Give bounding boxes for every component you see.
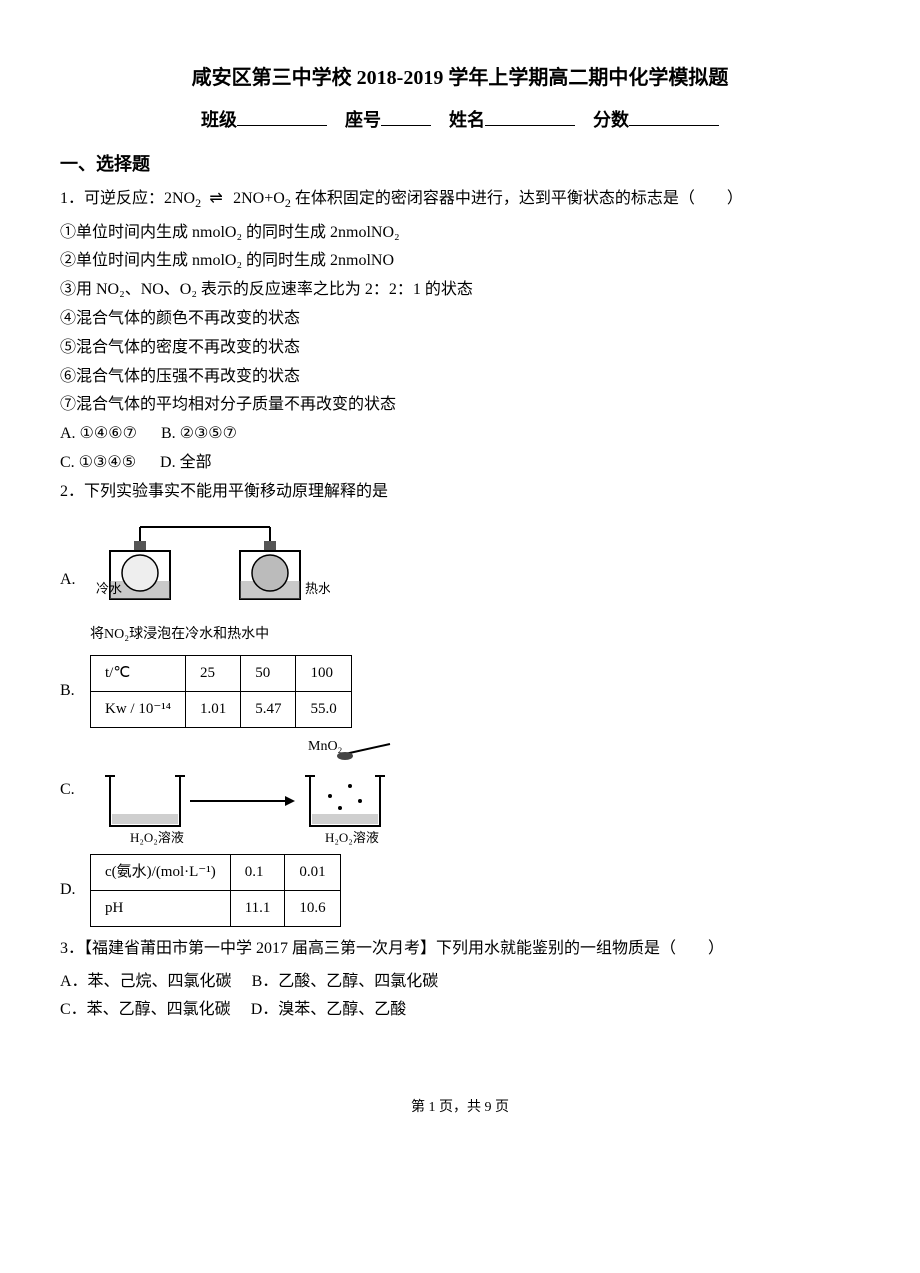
q3-option-b[interactable]: B．乙酸、乙醇、四氯化碳 <box>252 973 439 990</box>
q2-figure-c: MnO₂ H₂O₂溶液 H₂O₂溶液 <box>90 736 410 846</box>
q2-label-a: A. <box>60 566 90 595</box>
q3-option-c[interactable]: C．苯、乙醇、四氯化碳 <box>60 1001 231 1018</box>
q2-choice-c[interactable]: C. MnO₂ H₂O₂溶液 H₂O₂溶液 <box>60 736 860 846</box>
q1-item-1: ①单位时间内生成 nmolO₂ 的同时生成 2nmolNO₂ <box>60 219 860 248</box>
flask-apparatus-icon: 冷水 热水 <box>90 515 330 620</box>
q1-option-d[interactable]: D. 全部 <box>160 454 212 471</box>
q1-item-3: ③用 NO₂、NO、O₂ 表示的反应速率之比为 2：2：1 的状态 <box>60 276 860 305</box>
q1-item-7: ⑦混合气体的平均相对分子质量不再改变的状态 <box>60 391 860 420</box>
question-3: 3．【福建省莆田市第一中学 2017 届高三第一次月考】下列用水就能鉴别的一组物… <box>60 935 860 964</box>
q1-option-b[interactable]: B. ②③⑤⑦ <box>161 425 237 442</box>
seat-label: 座号 <box>345 110 381 130</box>
td-h2: pH <box>91 890 231 926</box>
q1-item-5: ⑤混合气体的密度不再改变的状态 <box>60 334 860 363</box>
score-blank[interactable] <box>629 104 719 126</box>
q1-options-row1: A. ①④⑥⑦ B. ②③⑤⑦ <box>60 420 860 449</box>
name-label: 姓名 <box>449 110 485 130</box>
q1-stem-post: 在体积固定的密闭容器中进行，达到平衡状态的标志是（ ） <box>291 190 743 207</box>
q2-figure-a: 冷水 热水 将NO₂球浸泡在冷水和热水中 <box>90 515 330 647</box>
q2-label-b: B. <box>60 677 90 706</box>
question-1: 1．可逆反应：2NO2 2NO+O2 在体积固定的密闭容器中进行，达到平衡状态的… <box>60 185 860 215</box>
q2-label-d: D. <box>60 876 90 905</box>
tb-v1: 1.01 <box>185 691 240 727</box>
tb-h4: 100 <box>296 655 351 691</box>
svg-text:MnO₂: MnO₂ <box>308 739 343 754</box>
equilibrium-icon <box>201 185 229 214</box>
q2-caption-a: 将NO₂球浸泡在冷水和热水中 <box>90 622 330 647</box>
q1-item-4: ④混合气体的颜色不再改变的状态 <box>60 305 860 334</box>
svg-text:H₂O₂溶液: H₂O₂溶液 <box>325 830 379 845</box>
q1-option-c[interactable]: C. ①③④⑤ <box>60 454 136 471</box>
tb-h3: 50 <box>241 655 296 691</box>
q1-options-row2: C. ①③④⑤ D. 全部 <box>60 449 860 478</box>
q3-options-row1: A．苯、己烷、四氯化碳 B．乙酸、乙醇、四氯化碳 <box>60 968 860 997</box>
td-v1: 0.1 <box>230 854 285 890</box>
form-row: 班级 座号 姓名 分数 <box>60 104 860 136</box>
class-blank[interactable] <box>237 104 327 126</box>
q1-stem-pre: 1．可逆反应：2NO <box>60 190 195 207</box>
q2-choice-b[interactable]: B. t/℃ 25 50 100 Kw / 10⁻¹⁴ 1.01 5.47 55… <box>60 655 860 728</box>
td-p2: 10.6 <box>285 890 340 926</box>
question-2: 2．下列实验事实不能用平衡移动原理解释的是 <box>60 478 860 507</box>
page-title: 咸安区第三中学校 2018-2019 学年上学期高二期中化学模拟题 <box>60 60 860 96</box>
q2-label-c: C. <box>60 776 90 805</box>
score-label: 分数 <box>593 110 629 130</box>
q3-option-d[interactable]: D．溴苯、乙醇、乙酸 <box>251 1001 407 1018</box>
page-footer: 第 1 页，共 9 页 <box>60 1095 860 1120</box>
tb-h2: 25 <box>185 655 240 691</box>
q2-table-b: t/℃ 25 50 100 Kw / 10⁻¹⁴ 1.01 5.47 55.0 <box>90 655 352 728</box>
q1-item-2: ②单位时间内生成 nmolO₂ 的同时生成 2nmolNO <box>60 247 860 276</box>
q3-options-row2: C．苯、乙醇、四氯化碳 D．溴苯、乙醇、乙酸 <box>60 996 860 1025</box>
svg-text:冷水: 冷水 <box>96 581 122 596</box>
q2-choice-a[interactable]: A. 冷水 热水 将NO₂球浸泡在冷水和热水中 <box>60 515 860 647</box>
q1-option-a[interactable]: A. ①④⑥⑦ <box>60 425 137 442</box>
tb-h1: t/℃ <box>91 655 186 691</box>
seat-blank[interactable] <box>381 104 431 126</box>
beaker-reaction-icon: MnO₂ H₂O₂溶液 H₂O₂溶液 <box>90 736 410 846</box>
q2-choice-d[interactable]: D. c(氨水)/(mol·L⁻¹) 0.1 0.01 pH 11.1 10.6 <box>60 854 860 927</box>
td-p1: 11.1 <box>230 890 285 926</box>
name-blank[interactable] <box>485 104 575 126</box>
class-label: 班级 <box>201 110 237 130</box>
tb-r1: Kw / 10⁻¹⁴ <box>91 691 186 727</box>
q3-option-a[interactable]: A．苯、己烷、四氯化碳 <box>60 973 232 990</box>
q2-table-d: c(氨水)/(mol·L⁻¹) 0.1 0.01 pH 11.1 10.6 <box>90 854 341 927</box>
q1-stem-mid: 2NO+O <box>229 190 285 207</box>
tb-v3: 55.0 <box>296 691 351 727</box>
svg-text:H₂O₂溶液: H₂O₂溶液 <box>130 830 184 845</box>
td-v2: 0.01 <box>285 854 340 890</box>
section-1-header: 一、选择题 <box>60 148 860 180</box>
td-h1: c(氨水)/(mol·L⁻¹) <box>91 854 231 890</box>
svg-text:热水: 热水 <box>305 581 330 596</box>
tb-v2: 5.47 <box>241 691 296 727</box>
q1-item-6: ⑥混合气体的压强不再改变的状态 <box>60 363 860 392</box>
